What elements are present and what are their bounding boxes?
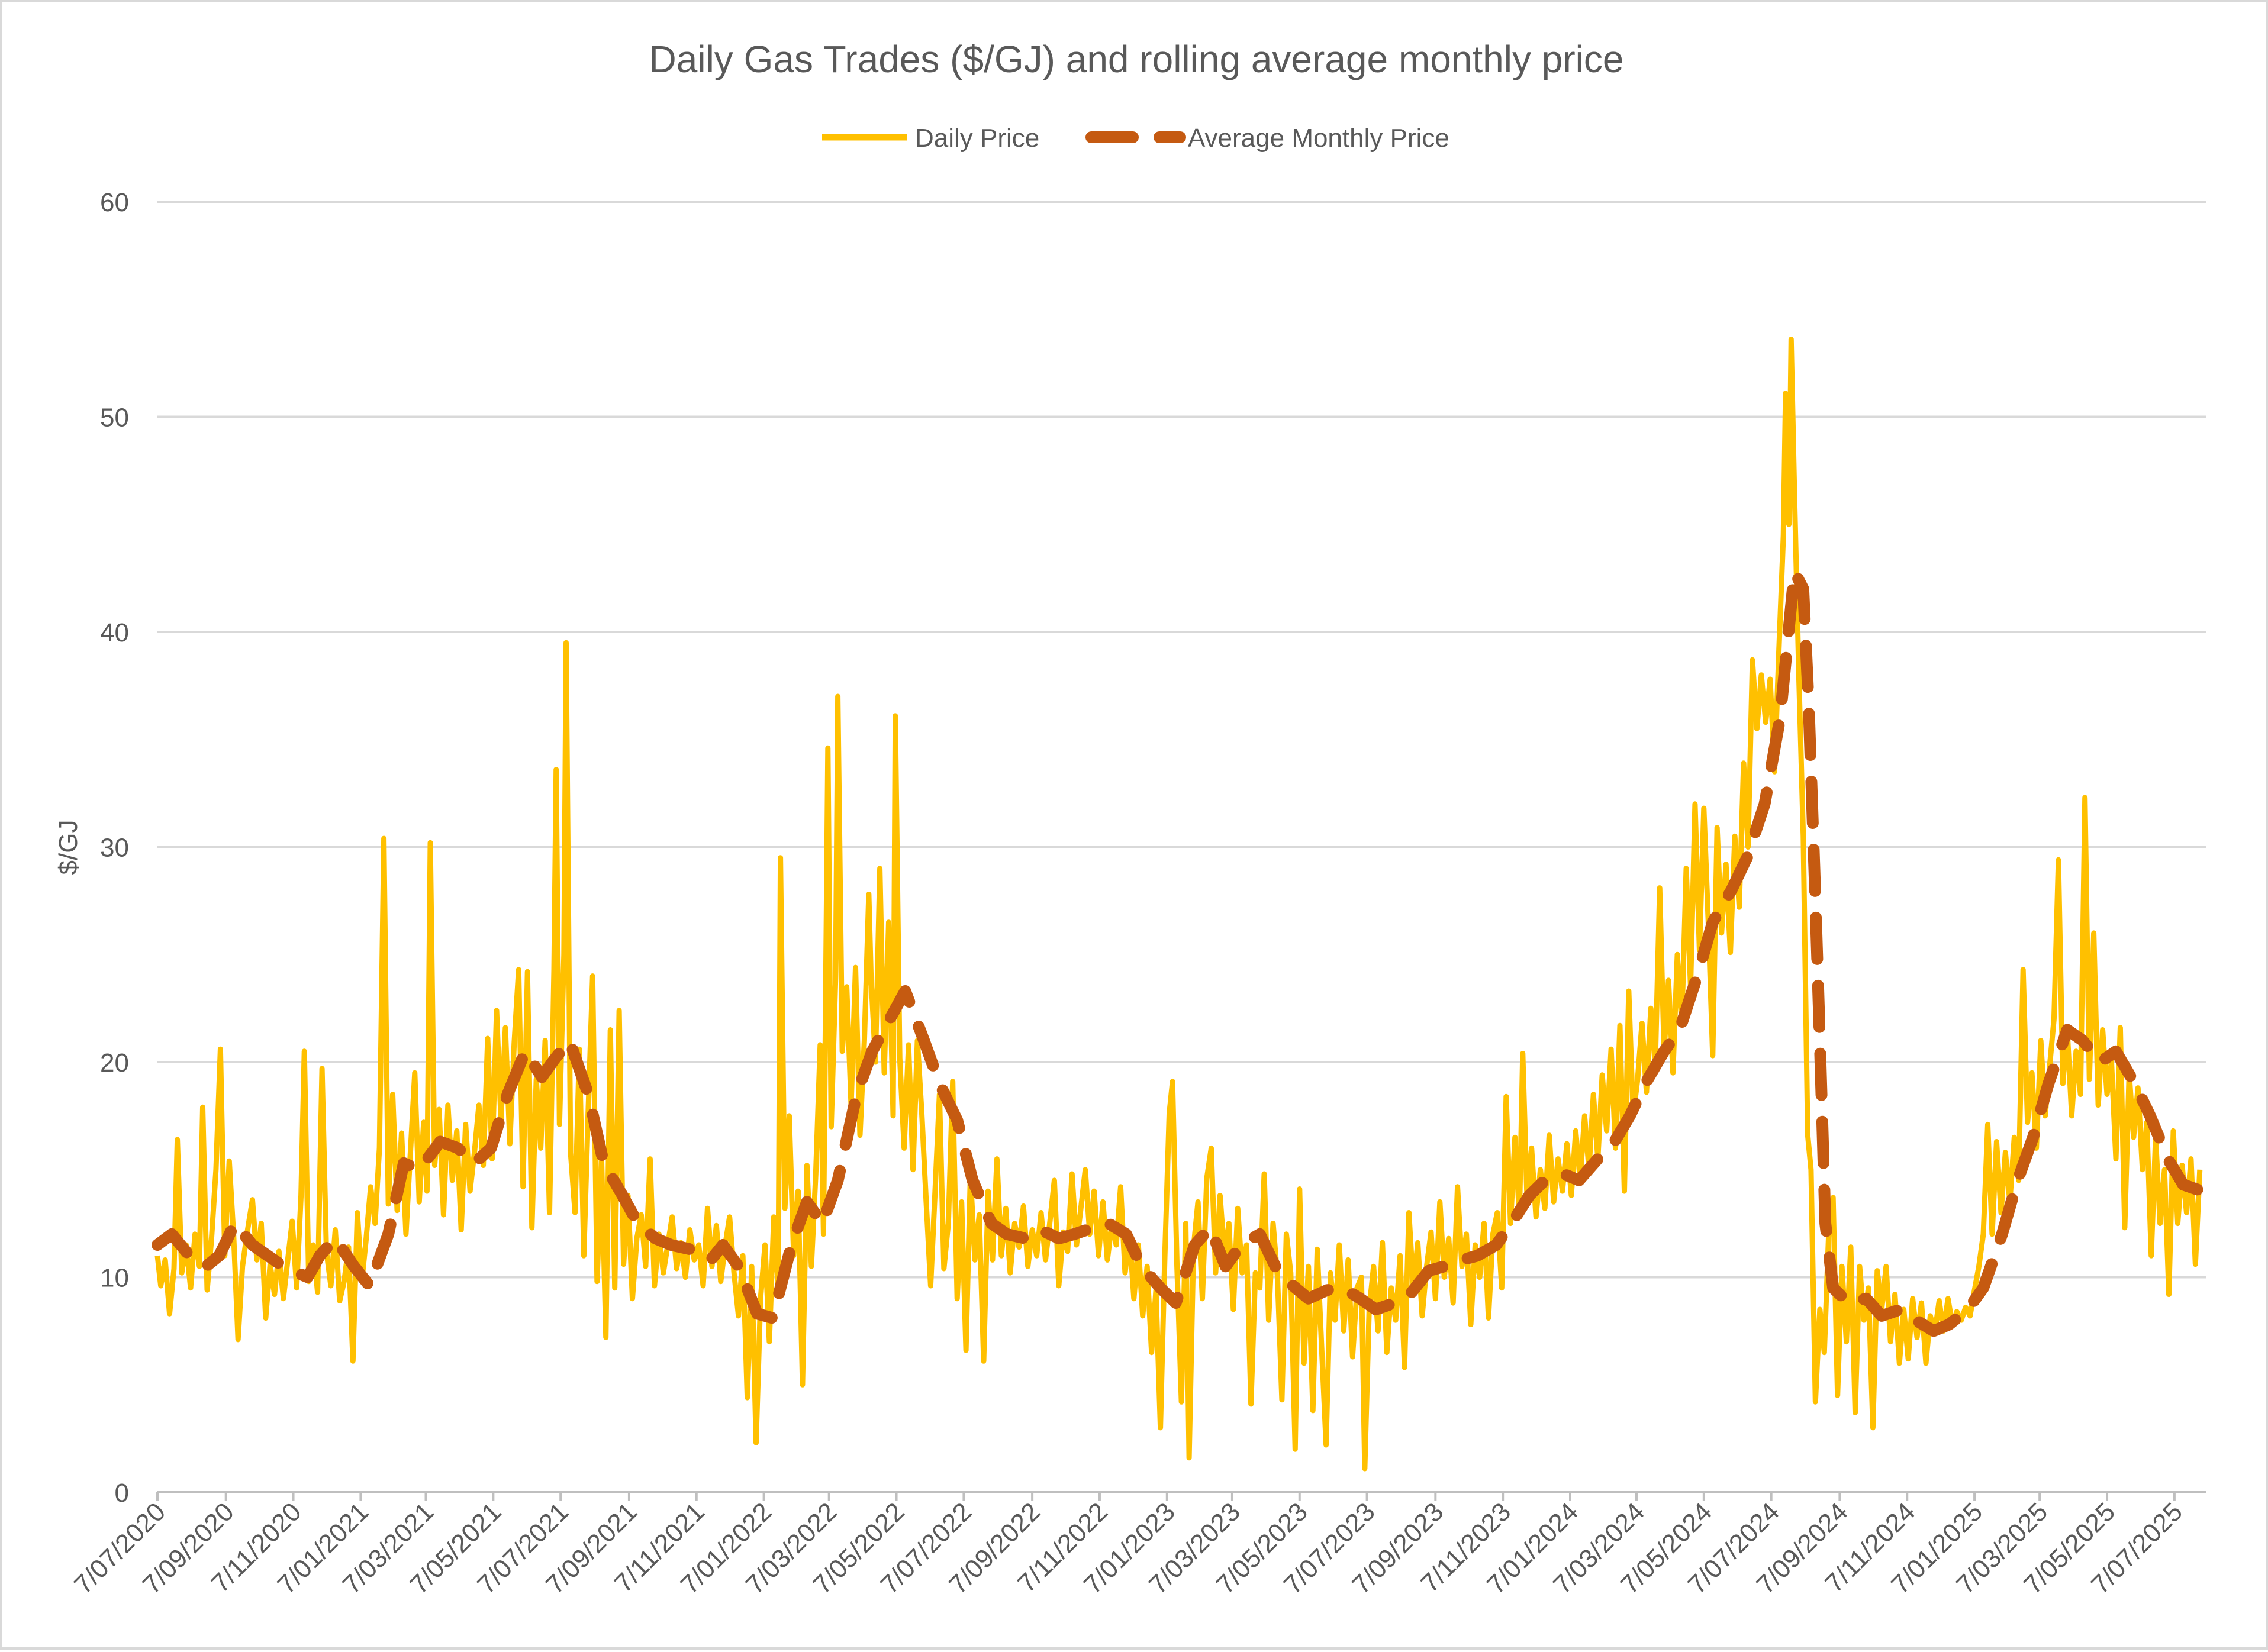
legend-item-average-monthly-price[interactable]: Average Monthly Price: [1085, 124, 1449, 153]
y-axis-label: $/GJ: [54, 820, 83, 875]
y-tick-label: 20: [100, 1048, 129, 1077]
y-tick-label: 50: [100, 404, 129, 433]
legend-label-daily-price: Daily Price: [915, 124, 1039, 153]
legend: Daily Price Average Monthly Price: [822, 124, 1449, 153]
y-tick-label: 10: [100, 1264, 129, 1293]
chart-title: Daily Gas Trades ($/GJ) and rolling aver…: [649, 38, 1624, 80]
y-tick-label: 30: [100, 834, 129, 863]
x-axis: 7/07/20207/09/20207/11/20207/01/20217/03…: [69, 1492, 2188, 1599]
series-layer: [152, 337, 2208, 1472]
y-tick-label: 60: [100, 188, 129, 217]
y-tick-label: 40: [100, 618, 129, 647]
legend-label-average-monthly-price: Average Monthly Price: [1188, 124, 1449, 153]
legend-item-daily-price[interactable]: Daily Price: [822, 124, 1039, 153]
series-line-average-monthly-price: [152, 566, 2208, 1337]
y-tick-label: 0: [115, 1479, 129, 1508]
y-axis-ticks: 0 10 20 30 40 50 60: [100, 188, 129, 1508]
series-line-daily-price: [154, 337, 2203, 1472]
